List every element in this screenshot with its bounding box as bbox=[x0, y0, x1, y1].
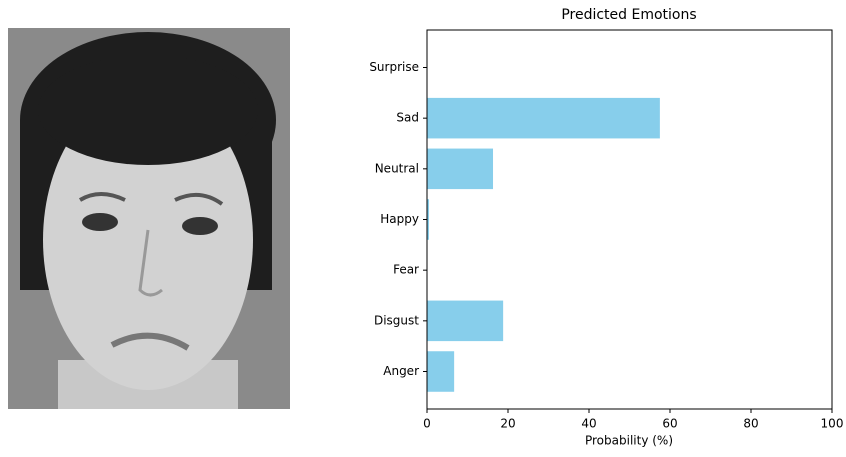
y-tick-label: Happy bbox=[380, 212, 419, 226]
x-tick-label: 0 bbox=[423, 417, 431, 431]
plot-frame bbox=[426, 29, 833, 410]
bar bbox=[427, 97, 660, 139]
bar bbox=[427, 199, 430, 240]
chart-title: Predicted Emotions bbox=[561, 7, 696, 23]
x-tick-label: 60 bbox=[662, 417, 677, 431]
y-tick-label: Fear bbox=[393, 263, 419, 277]
bar bbox=[427, 351, 455, 392]
y-tick-label: Surprise bbox=[369, 60, 419, 74]
bar bbox=[427, 300, 504, 342]
y-tick-label: Disgust bbox=[374, 313, 419, 327]
y-tick-label: Neutral bbox=[375, 161, 419, 175]
x-tick-label: 20 bbox=[500, 417, 515, 431]
x-axis-label: Probability (%) bbox=[585, 434, 673, 448]
face-photo bbox=[8, 28, 290, 409]
y-tick-label: Anger bbox=[383, 364, 419, 378]
bar bbox=[427, 148, 494, 190]
x-tick-label: 100 bbox=[821, 417, 844, 431]
x-tick-label: 80 bbox=[743, 417, 758, 431]
x-tick-label: 40 bbox=[581, 417, 596, 431]
y-tick-label: Sad bbox=[396, 111, 419, 125]
